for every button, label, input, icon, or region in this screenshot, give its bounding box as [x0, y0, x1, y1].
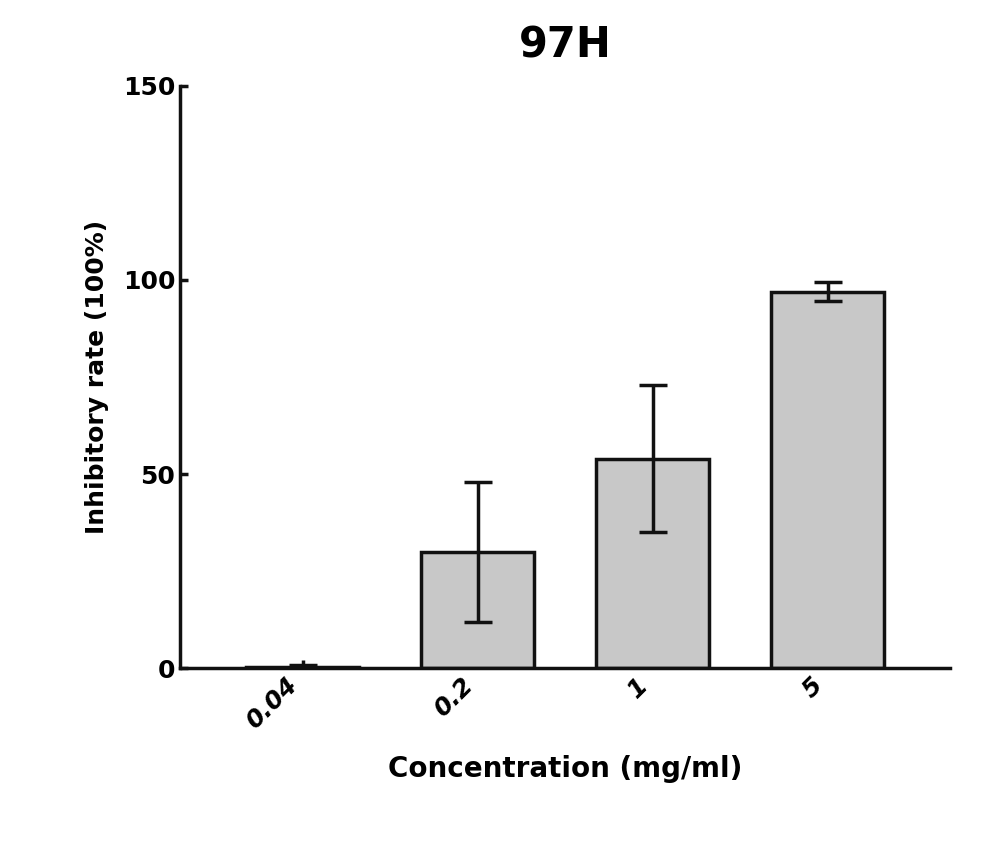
X-axis label: Concentration (mg/ml): Concentration (mg/ml) — [388, 755, 742, 782]
Title: 97H: 97H — [519, 25, 611, 67]
Bar — [421, 552, 534, 668]
Bar — [596, 458, 709, 668]
Bar — [246, 667, 359, 668]
Y-axis label: Inhibitory rate (100%): Inhibitory rate (100%) — [85, 220, 109, 534]
Bar — [771, 291, 884, 668]
